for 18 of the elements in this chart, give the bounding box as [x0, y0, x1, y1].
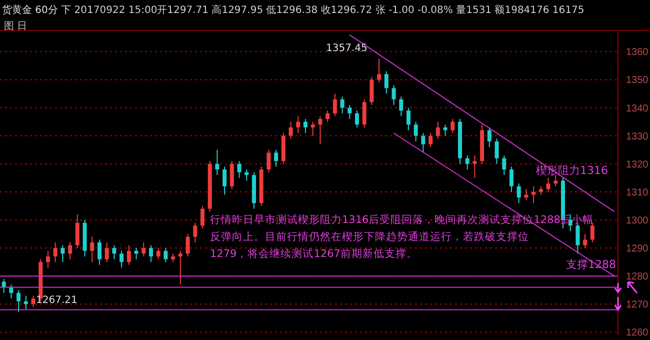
annotation: 1267.21: [36, 294, 78, 307]
y-tick-label: 1360: [626, 47, 649, 58]
annotation: 1357.45: [326, 43, 368, 56]
annotation: 图 日: [4, 21, 28, 33]
y-tick-label: 1310: [626, 187, 649, 198]
y-tick-label: 1280: [626, 272, 649, 283]
y-tick-label: 1350: [626, 75, 649, 86]
y-tick-label: 1320: [626, 159, 649, 170]
y-tick-label: 1270: [626, 300, 649, 311]
y-tick-label: 1330: [626, 131, 649, 142]
chart-title: 货黄金 60分 下: [2, 5, 72, 16]
y-tick-label: 1260: [626, 328, 649, 339]
y-tick-label: 1290: [626, 244, 649, 255]
y-tick-label: 1340: [626, 103, 649, 114]
chart-subtitle: 20170922 15:00开1297.71 高1297.95 低1296.38 收1296.72 张 -1.00 -0.08% 量1531 额1984176 16175: [74, 5, 584, 16]
annotation: 1279，将会继续测试1267前期新低支撑。: [210, 248, 418, 261]
annotation: 反弹向上。目前行情仍然在楔形下降趋势通道运行，若跌破支撑位: [210, 231, 529, 244]
y-tick-label: 1300: [626, 216, 649, 227]
